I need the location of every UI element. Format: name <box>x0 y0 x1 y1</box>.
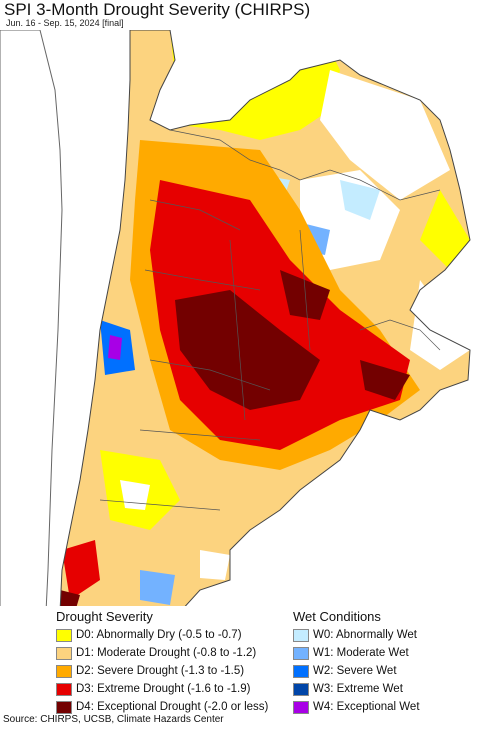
swatch-d1 <box>56 646 72 660</box>
legend: Drought Severity Wet Conditions D0: Abno… <box>0 606 480 714</box>
map-subtitle: Jun. 16 - Sep. 15, 2024 [final] <box>6 18 124 28</box>
swatch-w0 <box>293 628 309 642</box>
legend-label-w1: W1: Moderate Wet <box>313 647 409 659</box>
legend-label-w2: W2: Severe Wet <box>313 665 397 677</box>
legend-label-w0: W0: Abnormally Wet <box>313 629 417 641</box>
wet-conditions-heading: Wet Conditions <box>293 609 381 624</box>
legend-item-w3: W3: Extreme Wet <box>293 680 420 698</box>
legend-item-w0: W0: Abnormally Wet <box>293 626 420 644</box>
legend-item-d4: D4: Exceptional Drought (-2.0 or less) <box>56 698 268 716</box>
legend-label-d3: D3: Extreme Drought (-1.6 to -1.9) <box>76 683 251 695</box>
legend-label-w4: W4: Exceptional Wet <box>313 701 420 713</box>
swatch-w3 <box>293 682 309 696</box>
source-credit: Source: CHIRPS, UCSB, Climate Hazards Ce… <box>3 714 224 725</box>
legend-label-d4: D4: Exceptional Drought (-2.0 or less) <box>76 701 269 713</box>
legend-item-w2: W2: Severe Wet <box>293 662 420 680</box>
swatch-w2 <box>293 664 309 678</box>
legend-label-w3: W3: Extreme Wet <box>313 683 403 695</box>
legend-item-d3: D3: Extreme Drought (-1.6 to -1.9) <box>56 680 268 698</box>
swatch-w1 <box>293 646 309 660</box>
swatch-w4 <box>293 700 309 714</box>
swatch-d0 <box>56 628 72 642</box>
legend-label-d0: D0: Abnormally Dry (-0.5 to -0.7) <box>76 629 242 641</box>
drought-field <box>60 30 470 611</box>
wet-legend-list: W0: Abnormally Wet W1: Moderate Wet W2: … <box>293 626 420 716</box>
pacific-coast-outline <box>0 30 63 611</box>
legend-label-d1: D1: Moderate Drought (-0.8 to -1.2) <box>76 647 257 659</box>
legend-item-d1: D1: Moderate Drought (-0.8 to -1.2) <box>56 644 268 662</box>
legend-item-w4: W4: Exceptional Wet <box>293 698 420 716</box>
land-outline <box>59 30 471 611</box>
map-title: SPI 3-Month Drought Severity (CHIRPS) <box>4 0 311 19</box>
legend-item-d2: D2: Severe Drought (-1.3 to -1.5) <box>56 662 268 680</box>
drought-severity-heading: Drought Severity <box>56 609 153 624</box>
swatch-d4 <box>56 700 72 714</box>
legend-item-d0: D0: Abnormally Dry (-0.5 to -0.7) <box>56 626 268 644</box>
drought-map-svg <box>0 30 471 611</box>
swatch-d3 <box>56 682 72 696</box>
boundaries <box>99 129 441 511</box>
drought-map <box>0 30 480 612</box>
swatch-d2 <box>56 664 72 678</box>
drought-legend-list: D0: Abnormally Dry (-0.5 to -0.7) D1: Mo… <box>56 626 268 716</box>
legend-label-d2: D2: Severe Drought (-1.3 to -1.5) <box>76 665 245 677</box>
legend-item-w1: W1: Moderate Wet <box>293 644 420 662</box>
